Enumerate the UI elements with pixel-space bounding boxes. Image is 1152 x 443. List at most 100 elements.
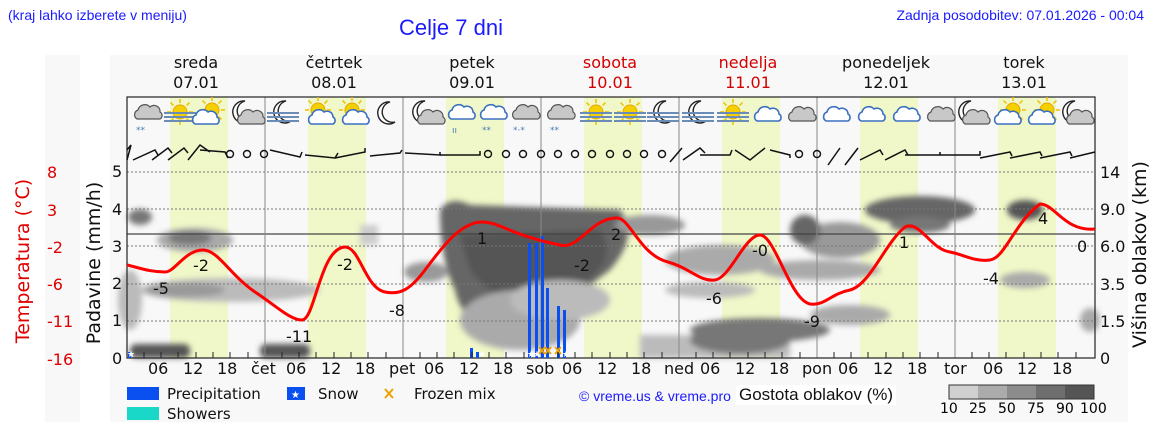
temp-tick: -2: [47, 238, 63, 257]
x-tick: čet: [251, 359, 276, 378]
x-tick: 12: [459, 359, 480, 378]
density-tick: 90: [1056, 401, 1074, 417]
temp-label: -8: [389, 301, 405, 320]
temp-label: 2: [611, 225, 622, 244]
x-tick: 18: [493, 359, 514, 378]
temp-tick: -6: [47, 275, 63, 294]
cloud-height-tick: 1.5: [1100, 312, 1126, 331]
snowflake-markers: ** ıı ** *·* **: [136, 126, 560, 136]
day-header-fri: petek 09.01: [449, 53, 495, 92]
temp-label: -0: [752, 241, 768, 260]
x-tick: 18: [631, 359, 652, 378]
density-tick: 100: [1080, 401, 1107, 417]
svg-text:★: ★: [127, 350, 135, 360]
wind-barbs-row: [126, 143, 1096, 166]
x-tick: 12: [321, 359, 342, 378]
daylight-bands: [170, 97, 1056, 358]
temp-label: -9: [804, 312, 820, 331]
precipitation-swatch: [127, 387, 159, 400]
x-tick: 06: [562, 359, 583, 378]
legend-showers: Showers: [167, 405, 231, 423]
svg-text:★: ★: [478, 350, 486, 360]
precip-tick: 0: [112, 349, 123, 368]
day-header-tue: torek 13.01: [1001, 53, 1047, 92]
temp-label: -4: [983, 269, 999, 288]
last-update-text: Zadnja posodobitev: 07.01.2026 - 00:04: [896, 7, 1144, 23]
cloud-height-tick: 9.0: [1100, 200, 1126, 219]
temp-label: -2: [574, 256, 590, 275]
x-tick: 12: [1017, 359, 1038, 378]
temp-axis-title: Temperatura (°C): [12, 178, 34, 344]
temp-label: 1: [477, 229, 488, 248]
density-tick: 25: [969, 401, 987, 417]
frozen-mix-icon: [384, 388, 394, 399]
x-minor-ticks: [143, 352, 1077, 358]
x-tick: sob: [526, 359, 555, 378]
cloud-height-tick: 6.0: [1100, 237, 1126, 256]
density-tick: 10: [940, 401, 958, 417]
x-tick: 18: [355, 359, 376, 378]
svg-text:**: **: [136, 126, 146, 136]
cloud-density-layer: [118, 196, 1100, 358]
temp-tick: -16: [47, 350, 74, 369]
x-tick: 12: [183, 359, 204, 378]
x-tick: tor: [944, 359, 967, 378]
day-header-sat: sobota 10.01: [582, 53, 638, 92]
x-tick: pon: [802, 359, 833, 378]
precip-tick: 1: [112, 311, 123, 330]
x-tick: 06: [148, 359, 169, 378]
temp-tick: 3: [47, 201, 58, 220]
x-tick: 18: [217, 359, 238, 378]
temp-axis-panel: [45, 55, 80, 422]
x-tick: 06: [700, 359, 721, 378]
cloud-height-tick: 14: [1100, 163, 1121, 182]
temp-label: 0: [1077, 237, 1088, 256]
x-tick: 12: [597, 359, 618, 378]
page-title: Celje 7 dni: [399, 15, 503, 40]
temp-tick: -11: [47, 312, 74, 331]
density-tick: 50: [998, 401, 1016, 417]
x-tick: 06: [983, 359, 1004, 378]
frozen-mix-markers: [538, 346, 562, 355]
cloud-height-tick: 0: [1100, 349, 1111, 368]
x-tick: 12: [873, 359, 894, 378]
location-hint-link[interactable]: (kraj lahko izberete v meniju): [8, 7, 187, 23]
temp-label: -2: [193, 256, 209, 275]
temp-tick: 8: [47, 163, 58, 182]
x-tick: 18: [1052, 359, 1073, 378]
svg-text:**: **: [482, 126, 492, 136]
day-header-thu: četrtek 08.01: [305, 53, 363, 92]
precip-tick: 5: [112, 162, 123, 181]
legend-frozen-mix: Frozen mix: [414, 385, 496, 403]
legend-snow: Snow: [318, 385, 359, 403]
day-header-mon: ponedeljek 12.01: [842, 53, 930, 92]
svg-text:*·*: *·*: [513, 126, 525, 136]
x-tick: 18: [907, 359, 928, 378]
svg-text:**: **: [550, 126, 560, 136]
precip-tick: 2: [112, 274, 123, 293]
cloud-density-colorbar: [948, 384, 1095, 400]
day-header-sun: nedelja 11.01: [718, 53, 778, 92]
temp-label: -6: [706, 289, 722, 308]
cloud-height-tick: 3.5: [1100, 275, 1126, 294]
x-tick: ned: [664, 359, 695, 378]
copyright-link[interactable]: © vreme.us & vreme.pro: [579, 388, 731, 404]
temp-label: 4: [1038, 209, 1049, 228]
temp-label: -2: [337, 255, 353, 274]
precip-tick: 4: [112, 200, 123, 219]
x-tick: 12: [735, 359, 756, 378]
cloud-axis-title: Višina oblakov (km): [1129, 161, 1151, 348]
temperature-line: [126, 202, 1096, 322]
x-tick: 18: [769, 359, 790, 378]
cloud-axis-title-wrap: Višina oblakov (km): [1128, 161, 1152, 350]
showers-swatch: [127, 407, 159, 420]
x-tick: 06: [286, 359, 307, 378]
svg-text:★: ★: [527, 350, 535, 360]
density-tick: 75: [1027, 401, 1045, 417]
precip-tick: 3: [112, 237, 123, 256]
precip-axis-title-wrap: Padavine (mm/h): [82, 180, 106, 350]
temp-label: -11: [286, 327, 313, 346]
legend-precipitation: Precipitation: [167, 385, 261, 403]
svg-text:★: ★: [562, 350, 570, 360]
